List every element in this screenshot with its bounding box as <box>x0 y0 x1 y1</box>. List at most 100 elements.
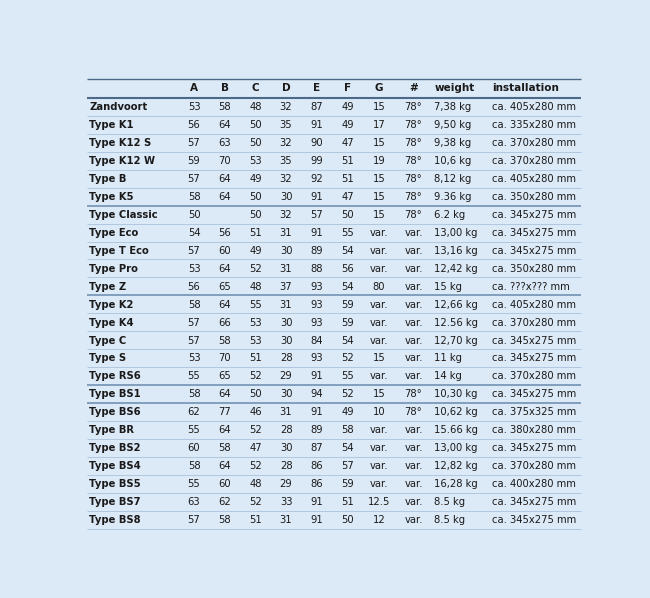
Text: 56: 56 <box>188 282 200 292</box>
Text: 50: 50 <box>249 192 262 202</box>
Text: Type B: Type B <box>89 174 127 184</box>
Text: 19: 19 <box>372 156 385 166</box>
Text: var.: var. <box>404 497 422 507</box>
Text: Type BR: Type BR <box>89 425 135 435</box>
Text: 55: 55 <box>341 228 354 238</box>
Text: 91: 91 <box>310 371 323 382</box>
Text: 52: 52 <box>249 497 262 507</box>
Text: var.: var. <box>404 461 422 471</box>
Text: ca. 405x280 mm: ca. 405x280 mm <box>491 102 575 112</box>
Text: 56: 56 <box>341 264 354 274</box>
Text: ca. 345x275 mm: ca. 345x275 mm <box>491 246 576 256</box>
Text: 51: 51 <box>341 174 354 184</box>
Text: 53: 53 <box>188 102 200 112</box>
Text: 55: 55 <box>341 371 354 382</box>
Text: var.: var. <box>404 371 422 382</box>
Text: 47: 47 <box>249 443 262 453</box>
Text: ca. 370x280 mm: ca. 370x280 mm <box>491 461 575 471</box>
Text: 60: 60 <box>218 479 231 489</box>
Text: Type K12 W: Type K12 W <box>89 156 155 166</box>
Text: 52: 52 <box>341 389 354 399</box>
Text: 8.5 kg: 8.5 kg <box>434 515 465 525</box>
Text: 94: 94 <box>311 389 323 399</box>
Text: Type S: Type S <box>89 353 127 364</box>
Text: 32: 32 <box>280 102 292 112</box>
Text: 8,12 kg: 8,12 kg <box>434 174 471 184</box>
Text: 90: 90 <box>311 138 323 148</box>
Text: Type RS6: Type RS6 <box>89 371 141 382</box>
Text: 78°: 78° <box>404 210 422 220</box>
Text: 12,70 kg: 12,70 kg <box>434 335 478 346</box>
Text: 57: 57 <box>188 515 200 525</box>
Text: 7,38 kg: 7,38 kg <box>434 102 471 112</box>
Text: 86: 86 <box>311 479 323 489</box>
Text: 52: 52 <box>249 425 262 435</box>
Text: 80: 80 <box>372 282 385 292</box>
Text: 78°: 78° <box>404 389 422 399</box>
Text: 52: 52 <box>249 371 262 382</box>
Text: 59: 59 <box>188 156 200 166</box>
Text: 54: 54 <box>341 246 354 256</box>
Text: 15 kg: 15 kg <box>434 282 461 292</box>
Text: 50: 50 <box>341 210 354 220</box>
Text: 17: 17 <box>372 120 385 130</box>
Text: 93: 93 <box>311 318 323 328</box>
Text: 58: 58 <box>218 443 231 453</box>
Text: Type K12 S: Type K12 S <box>89 138 151 148</box>
Text: var.: var. <box>370 335 388 346</box>
Text: 15: 15 <box>372 353 385 364</box>
Text: var.: var. <box>404 282 422 292</box>
Text: var.: var. <box>404 425 422 435</box>
Text: 12.5: 12.5 <box>368 497 390 507</box>
Text: 6.2 kg: 6.2 kg <box>434 210 465 220</box>
Text: 49: 49 <box>341 407 354 417</box>
Text: 91: 91 <box>310 497 323 507</box>
Text: 29: 29 <box>280 479 292 489</box>
Text: var.: var. <box>370 300 388 310</box>
Text: 65: 65 <box>218 282 231 292</box>
Text: 54: 54 <box>341 282 354 292</box>
Text: 99: 99 <box>310 156 323 166</box>
Text: #: # <box>409 83 418 93</box>
Text: 50: 50 <box>249 138 262 148</box>
Text: 13,00 kg: 13,00 kg <box>434 443 477 453</box>
Text: 35: 35 <box>280 156 292 166</box>
Text: 15: 15 <box>372 210 385 220</box>
Text: ca. 380x280 mm: ca. 380x280 mm <box>491 425 575 435</box>
Text: 46: 46 <box>249 407 262 417</box>
Text: 51: 51 <box>341 497 354 507</box>
Text: 8.5 kg: 8.5 kg <box>434 497 465 507</box>
Text: 11 kg: 11 kg <box>434 353 461 364</box>
Text: 16,28 kg: 16,28 kg <box>434 479 478 489</box>
Text: E: E <box>313 83 320 93</box>
Text: 63: 63 <box>188 497 200 507</box>
Text: 60: 60 <box>188 443 200 453</box>
Text: 53: 53 <box>249 335 262 346</box>
Text: B: B <box>221 83 229 93</box>
Text: 59: 59 <box>341 300 354 310</box>
Text: 86: 86 <box>311 461 323 471</box>
Text: 64: 64 <box>218 300 231 310</box>
Text: 30: 30 <box>280 389 292 399</box>
Text: ca. 345x275 mm: ca. 345x275 mm <box>491 210 576 220</box>
Text: Type K5: Type K5 <box>89 192 134 202</box>
Text: var.: var. <box>370 228 388 238</box>
Text: 78°: 78° <box>404 192 422 202</box>
Text: 58: 58 <box>218 335 231 346</box>
Text: var.: var. <box>370 443 388 453</box>
Text: 12,82 kg: 12,82 kg <box>434 461 478 471</box>
Text: 78°: 78° <box>404 138 422 148</box>
Text: 58: 58 <box>218 515 231 525</box>
Text: 78°: 78° <box>404 120 422 130</box>
Text: ca. ???x??? mm: ca. ???x??? mm <box>491 282 569 292</box>
Text: 87: 87 <box>311 443 323 453</box>
Text: 52: 52 <box>249 264 262 274</box>
Text: var.: var. <box>404 443 422 453</box>
Text: 57: 57 <box>310 210 323 220</box>
Text: var.: var. <box>404 335 422 346</box>
Text: 13,00 kg: 13,00 kg <box>434 228 477 238</box>
Text: 53: 53 <box>188 264 200 274</box>
Text: 15: 15 <box>372 174 385 184</box>
Text: 57: 57 <box>188 246 200 256</box>
Text: 70: 70 <box>218 156 231 166</box>
